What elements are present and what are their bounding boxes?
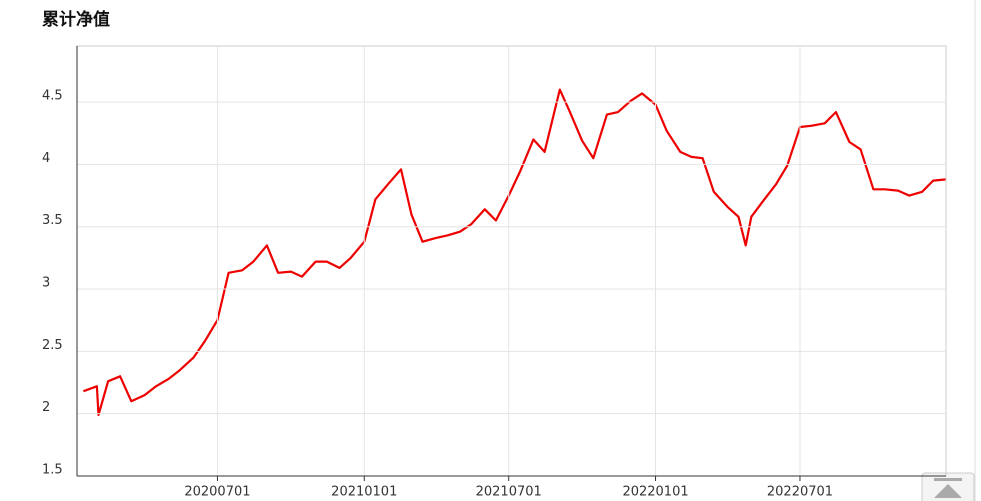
data-line — [83, 88, 947, 416]
x-tick-label: 20210101 — [331, 485, 397, 500]
y-tick-label: 2.5 — [42, 338, 63, 353]
chart-title: 累计净值 — [42, 9, 110, 30]
back-to-top-bar[interactable] — [934, 478, 962, 481]
y-tick-label: 4.5 — [42, 89, 63, 104]
x-tick-label: 20220701 — [767, 485, 833, 500]
back-to-top[interactable] — [921, 472, 975, 501]
back-to-top-arrow[interactable] — [934, 484, 962, 498]
x-tick-label: 20210701 — [476, 485, 542, 500]
y-tick-label: 3.5 — [42, 213, 63, 228]
y-tick-label: 4 — [42, 151, 50, 166]
y-tick-label: 3 — [42, 276, 50, 291]
y-tick-label: 2 — [42, 400, 50, 415]
plot-frame — [76, 45, 947, 477]
x-tick-label: 20220101 — [622, 485, 688, 500]
y-tick-label: 1.5 — [42, 463, 63, 478]
x-tick-label: 20200701 — [184, 485, 250, 500]
